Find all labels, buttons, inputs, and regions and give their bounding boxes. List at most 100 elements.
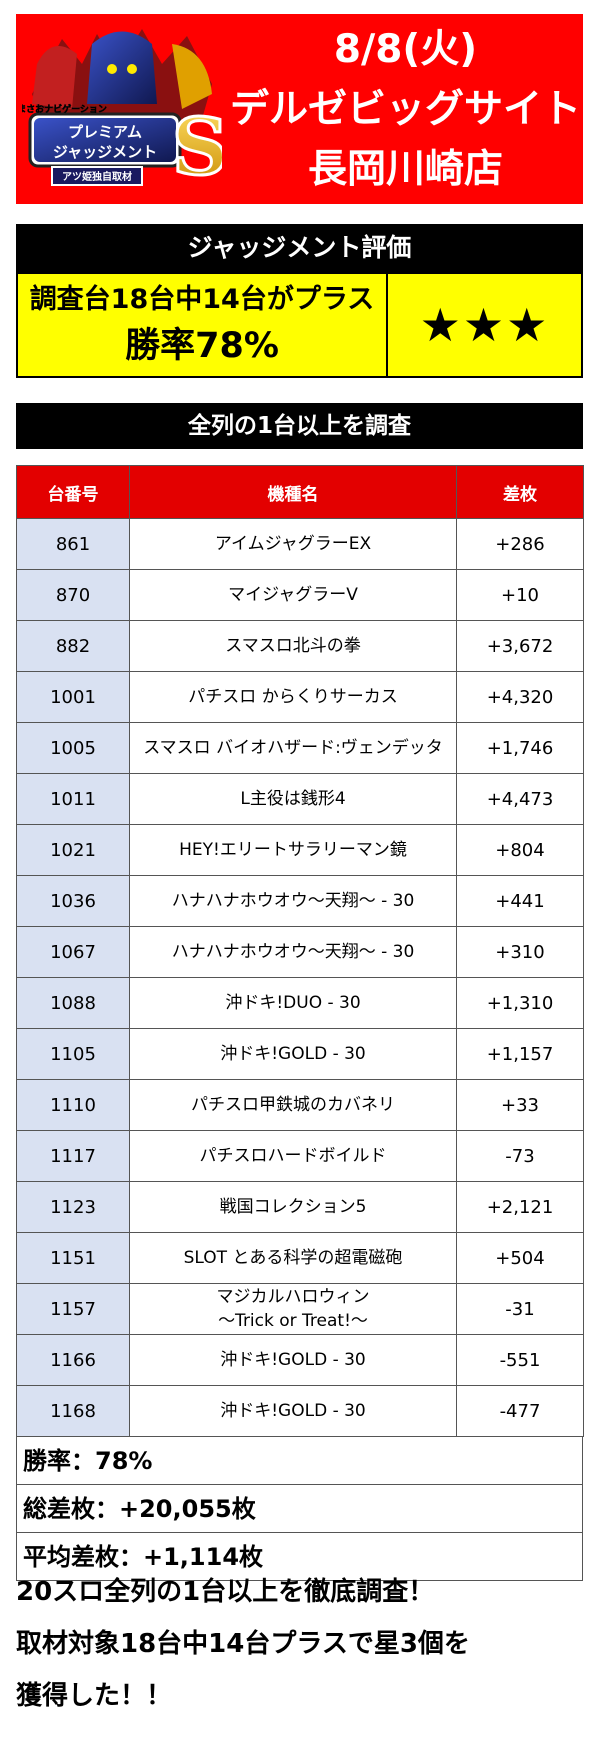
column-header-diff: 差枚 (456, 465, 584, 519)
table-row: 1088 沖ドキ!DUO - 30 +1,310 (16, 977, 584, 1029)
machine-number: 1151 (16, 1232, 130, 1284)
machine-name-text: アイムジャグラーEX (214, 534, 372, 554)
machine-name: スマスロ北斗の拳 (129, 620, 457, 672)
machine-name: 戦国コレクション5 (129, 1181, 457, 1233)
star-rating: ★★★ (388, 272, 583, 378)
svg-text:ジャッジメント: ジャッジメント (53, 143, 157, 161)
machine-number: 1067 (16, 926, 130, 978)
machine-name: マジカルハロウィン ～Trick or Treat!～ (129, 1283, 457, 1335)
column-header-machine: 機種名 (129, 465, 457, 519)
summary-win-rate: 勝率：78% (16, 1437, 583, 1485)
machine-name-text: パチスロ甲鉄城のカバネリ (191, 1095, 395, 1115)
summary-average-diff: 平均差枚：+1,114枚 (16, 1533, 583, 1581)
footer-line2: 取材対象18台中14台プラスで星3個を (16, 1629, 470, 1659)
premium-judgment-logo: プレミアム ジャッジメント まさおナビゲーション S アツ姫独自取材 (17, 24, 230, 196)
machine-number: 1005 (16, 722, 130, 774)
medal-difference: +2,121 (456, 1181, 584, 1233)
footer-line3: 獲得した！！ (16, 1681, 173, 1711)
machine-number: 1001 (16, 671, 130, 723)
machine-name-text: HEY!エリートサラリーマン鏡 (179, 840, 407, 860)
judgment-result: 調査台18台中14台がプラス 勝率78% (16, 272, 388, 378)
medal-difference: -31 (456, 1283, 584, 1335)
machine-name-text: 沖ドキ!GOLD - 30 (220, 1401, 366, 1421)
table-row: 1005 スマスロ バイオハザード:ヴェンデッタ +1,746 (16, 722, 584, 774)
judgment-title: ジャッジメント評価 (16, 224, 583, 272)
machine-name: パチスロ からくりサーカス (129, 671, 457, 723)
judgment-box: ジャッジメント評価 調査台18台中14台がプラス 勝率78% ★★★ (16, 224, 583, 382)
machine-number: 1021 (16, 824, 130, 876)
machine-name-text: マジカルハロウィン (216, 1287, 370, 1307)
machine-name: 沖ドキ!GOLD - 30 (129, 1028, 457, 1080)
medal-difference: +10 (456, 569, 584, 621)
machine-name: 沖ドキ!DUO - 30 (129, 977, 457, 1029)
store-name-line2: 長岡川崎店 (307, 147, 503, 192)
machine-number: 1168 (16, 1385, 130, 1437)
table-row: 1168 沖ドキ!GOLD - 30 -477 (16, 1385, 584, 1437)
machine-number: 1011 (16, 773, 130, 825)
footer-comment: 20スロ全列の1台以上を徹底調査！ 取材対象18台中14台プラスで星3個を 獲得… (16, 1566, 586, 1722)
machine-name-text: 沖ドキ!DUO - 30 (225, 993, 361, 1013)
table-row: 1001 パチスロ からくりサーカス +4,320 (16, 671, 584, 723)
table-row: 1157 マジカルハロウィン ～Trick or Treat!～ -31 (16, 1283, 584, 1335)
table-row: 1011 L主役は銭形4 +4,473 (16, 773, 584, 825)
machine-name-text: スマスロ バイオハザード:ヴェンデッタ (143, 738, 443, 758)
machine-name-subtitle: ～Trick or Treat!～ (218, 1311, 368, 1331)
medal-difference: +3,672 (456, 620, 584, 672)
machine-name: 沖ドキ!GOLD - 30 (129, 1334, 457, 1386)
svg-text:プレミアム: プレミアム (68, 123, 142, 141)
header-banner: プレミアム ジャッジメント まさおナビゲーション S アツ姫独自取材 8/8(火… (16, 14, 583, 204)
table-row: 1021 HEY!エリートサラリーマン鏡 +804 (16, 824, 584, 876)
machine-name-text: パチスロ からくりサーカス (188, 687, 398, 707)
machine-name: HEY!エリートサラリーマン鏡 (129, 824, 457, 876)
machine-name: L主役は銭形4 (129, 773, 457, 825)
column-header-number: 台番号 (16, 465, 130, 519)
svg-text:まさおナビゲーション: まさおナビゲーション (22, 103, 107, 115)
section-title: 全列の1台以上を調査 (16, 403, 583, 449)
table-header-row: 台番号 機種名 差枚 (16, 465, 584, 519)
machine-name-text: ハナハナホウオウ～天翔～ - 30 (171, 942, 415, 962)
machine-number: 1117 (16, 1130, 130, 1182)
medal-difference: +33 (456, 1079, 584, 1131)
machine-name: SLOT とある科学の超電磁砲 (129, 1232, 457, 1284)
machine-name-text: マイジャグラーV (228, 585, 358, 605)
svg-text:S: S (172, 102, 222, 193)
table-row: 861 アイムジャグラーEX +286 (16, 518, 584, 570)
machine-name-text: 戦国コレクション5 (219, 1197, 367, 1217)
machine-name-text: 沖ドキ!GOLD - 30 (220, 1350, 366, 1370)
medal-difference: +4,473 (456, 773, 584, 825)
medal-difference: +310 (456, 926, 584, 978)
medal-difference: -551 (456, 1334, 584, 1386)
machine-number: 1036 (16, 875, 130, 927)
medal-difference: -477 (456, 1385, 584, 1437)
machine-name-text: パチスロハードボイルド (199, 1146, 387, 1166)
machine-number: 882 (16, 620, 130, 672)
summary-total-diff: 総差枚：+20,055枚 (16, 1485, 583, 1533)
medal-difference: +1,157 (456, 1028, 584, 1080)
table-row: 1117 パチスロハードボイルド -73 (16, 1130, 584, 1182)
machine-name: 沖ドキ!GOLD - 30 (129, 1385, 457, 1437)
table-row: 870 マイジャグラーV +10 (16, 569, 584, 621)
machine-name-text: L主役は銭形4 (240, 789, 346, 809)
table-row: 1105 沖ドキ!GOLD - 30 +1,157 (16, 1028, 584, 1080)
machine-name: ハナハナホウオウ～天翔～ - 30 (129, 875, 457, 927)
svg-text:アツ姫独自取材: アツ姫独自取材 (62, 170, 132, 183)
medal-difference: +1,310 (456, 977, 584, 1029)
machine-name: パチスロハードボイルド (129, 1130, 457, 1182)
machine-name-text: SLOT とある科学の超電磁砲 (183, 1248, 403, 1268)
store-name-line1: デルゼビッグサイト (229, 87, 581, 132)
machine-number: 870 (16, 569, 130, 621)
machine-number: 1166 (16, 1334, 130, 1386)
machine-number: 1157 (16, 1283, 130, 1335)
judgment-summary: 調査台18台中14台がプラス (29, 284, 375, 315)
machine-name: スマスロ バイオハザード:ヴェンデッタ (129, 722, 457, 774)
medal-difference: +804 (456, 824, 584, 876)
machine-name-text: 沖ドキ!GOLD - 30 (220, 1044, 366, 1064)
machine-number: 861 (16, 518, 130, 570)
table-row: 1036 ハナハナホウオウ～天翔～ - 30 +441 (16, 875, 584, 927)
medal-difference: +1,746 (456, 722, 584, 774)
machine-number: 1110 (16, 1079, 130, 1131)
machine-number: 1123 (16, 1181, 130, 1233)
machine-name: パチスロ甲鉄城のカバネリ (129, 1079, 457, 1131)
table-row: 1151 SLOT とある科学の超電磁砲 +504 (16, 1232, 584, 1284)
machine-name: マイジャグラーV (129, 569, 457, 621)
